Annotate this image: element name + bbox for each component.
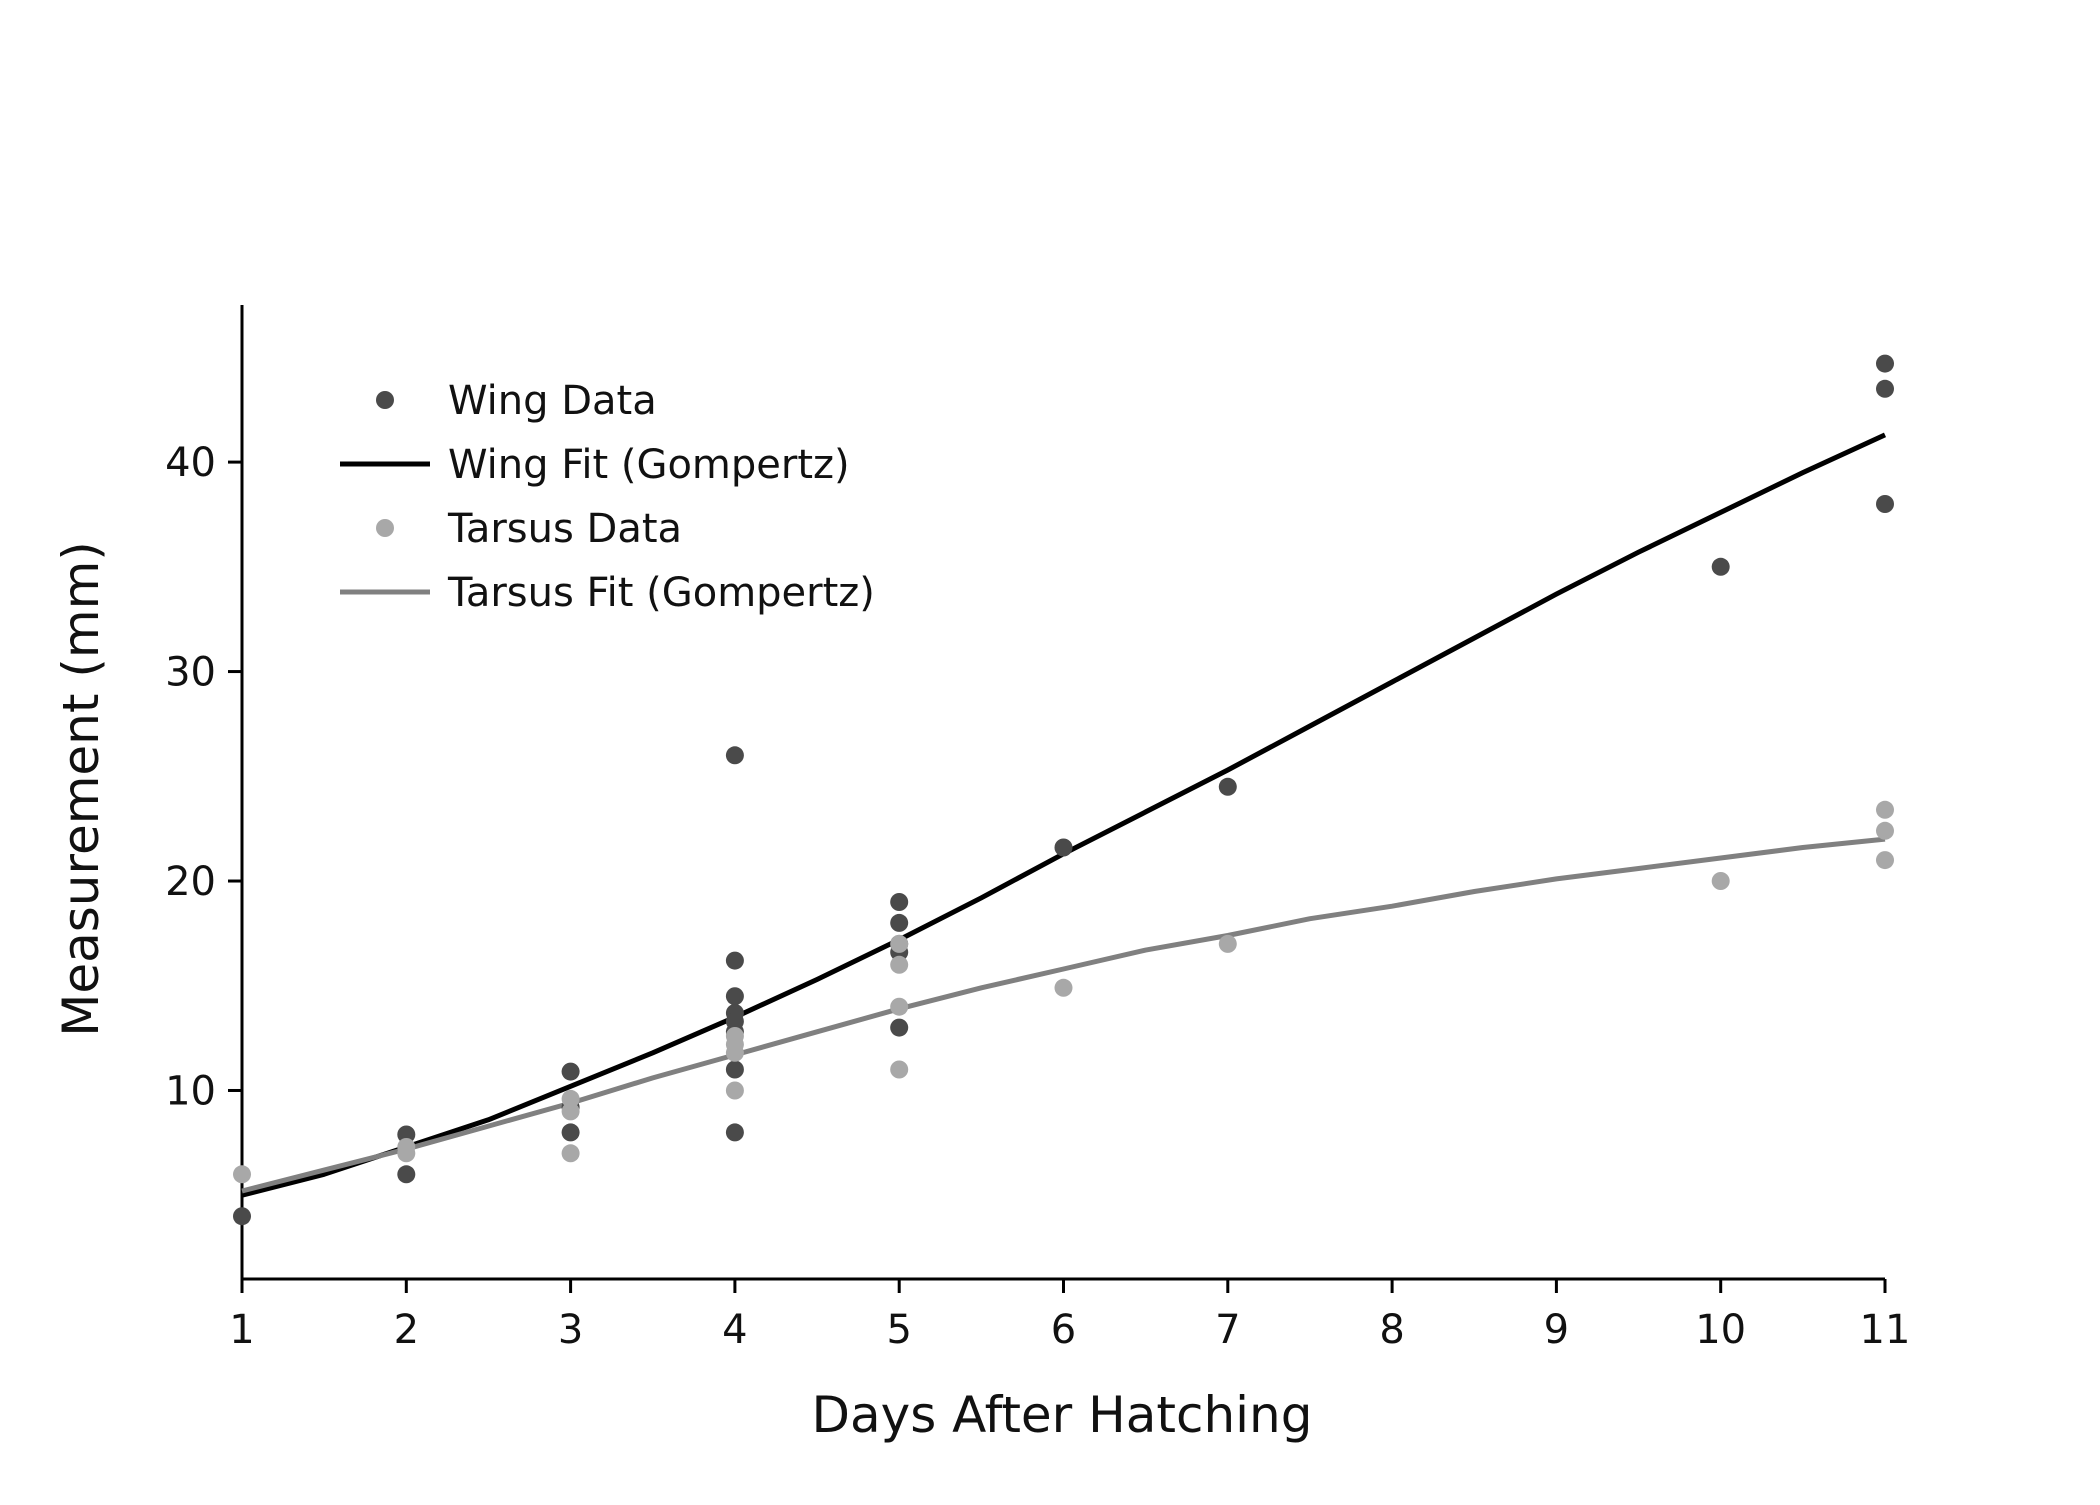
- tarsus-data-point: [725, 1081, 744, 1100]
- tarsus-data-point: [1054, 978, 1073, 997]
- wing-data-point: [725, 1060, 744, 1079]
- wing-data-point: [1876, 354, 1894, 373]
- wing-data-point: [725, 987, 744, 1006]
- tarsus-data-point: [890, 955, 909, 974]
- wing-data-point: [1054, 838, 1073, 857]
- x-tick-label: 9: [1544, 1307, 1569, 1353]
- series-layer: [233, 354, 1894, 1226]
- y-axis-title: Measurement (mm): [52, 541, 110, 1037]
- tarsus-data-point: [1711, 872, 1730, 890]
- x-tick-label: 6: [1051, 1307, 1076, 1353]
- y-tick-label: 10: [165, 1068, 216, 1114]
- x-tick-label: 7: [1215, 1307, 1240, 1353]
- x-tick-label: 8: [1379, 1307, 1404, 1353]
- tarsus-data-point: [725, 1043, 744, 1062]
- tarsus-data-point: [1876, 800, 1894, 819]
- tarsus-data-point: [561, 1102, 580, 1121]
- wing-data-point: [890, 913, 909, 932]
- tarsus-data-point: [890, 1060, 909, 1079]
- x-axis-title: Days After Hatching: [812, 1386, 1313, 1444]
- wing-data-point: [725, 951, 744, 970]
- legend-tarsus-data-label: Tarsus Data: [447, 506, 682, 552]
- legend: Wing Data Wing Fit (Gompertz) Tarsus Data T…: [340, 378, 875, 616]
- wing-data-point: [561, 1123, 580, 1142]
- y-tick-label: 20: [165, 859, 216, 905]
- wing-data-point: [233, 1207, 251, 1226]
- tarsus-data-point: [561, 1144, 580, 1163]
- tarsus-data-point: [233, 1165, 251, 1184]
- y-tick-label: 30: [165, 650, 216, 696]
- x-tick-label: 10: [1695, 1307, 1746, 1353]
- tarsus-data-points: [233, 800, 1894, 1184]
- tarsus-data-point: [890, 934, 909, 953]
- legend-wing-fit-gompertz-label: Wing Fit (Gompertz): [448, 442, 850, 488]
- tarsus-fit-gompertz-line: [241, 836, 1886, 1194]
- wing-data-point: [561, 1062, 580, 1081]
- wing-data-point: [725, 746, 744, 765]
- tarsus-data-point: [890, 997, 909, 1016]
- tarsus-data-point: [1876, 821, 1894, 840]
- wing-data-point: [890, 1018, 909, 1037]
- tarsus-data-point: [397, 1144, 416, 1163]
- legend-tarsus-fit-gompertz-label: Tarsus Fit (Gompertz): [447, 570, 875, 616]
- legend-tarsus-data-swatch: [376, 519, 394, 537]
- legend-wing-data-swatch: [376, 391, 394, 409]
- wing-data-point: [397, 1125, 416, 1144]
- plot-axes: 1 2 3 4 5 6 7 8 9 10 11 10 20 30 40: [165, 305, 1910, 1353]
- wing-data-point: [1876, 495, 1894, 513]
- tarsus-data-point: [1218, 934, 1237, 953]
- wing-data-point: [725, 1123, 744, 1142]
- y-ticks: 10 20 30 40: [165, 440, 242, 1114]
- tarsus-data-point: [1876, 851, 1894, 870]
- wing-data-point: [1218, 777, 1237, 796]
- wing-data-point: [397, 1165, 416, 1184]
- tarsus-data-point: [561, 1089, 580, 1108]
- legend-wing-data-label: Wing Data: [448, 378, 657, 424]
- x-tick-label: 2: [394, 1307, 419, 1353]
- x-tick-label: 4: [722, 1307, 747, 1353]
- x-tick-label: 11: [1860, 1307, 1911, 1353]
- y-tick-label: 40: [165, 440, 216, 486]
- x-tick-label: 5: [886, 1307, 911, 1353]
- x-ticks: 1 2 3 4 5 6 7 8 9 10 11: [229, 1279, 1910, 1353]
- x-tick-label: 3: [558, 1307, 583, 1353]
- wing-data-point: [1711, 557, 1730, 576]
- x-tick-label: 1: [229, 1307, 254, 1353]
- wing-data-point: [1876, 379, 1894, 398]
- wing-data-point: [890, 893, 909, 911]
